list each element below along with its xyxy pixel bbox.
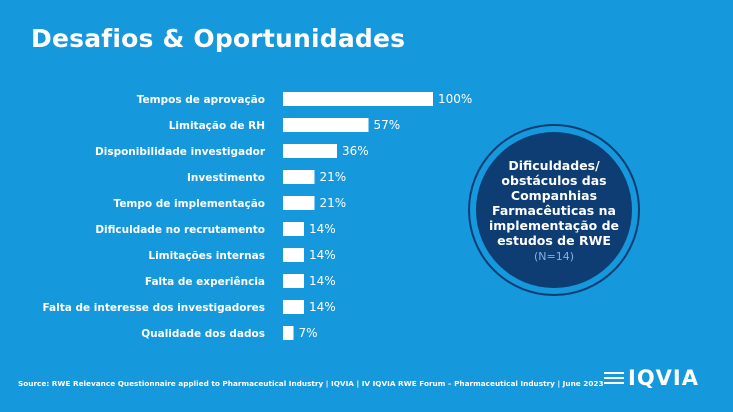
value-label: 21% bbox=[320, 196, 347, 210]
category-label: Tempos de aprovação bbox=[137, 94, 265, 106]
category-label: Dificuldade no recrutamento bbox=[95, 224, 265, 236]
category-label: Investimento bbox=[187, 172, 265, 184]
category-label: Disponibilidade investigador bbox=[95, 146, 266, 158]
bar bbox=[283, 248, 304, 262]
bar bbox=[283, 118, 369, 132]
value-label: 36% bbox=[342, 144, 369, 158]
callout-text: Dificuldades/ obstáculos das Companhias … bbox=[488, 157, 620, 248]
callout-ring bbox=[468, 124, 640, 296]
category-label: Tempo de implementação bbox=[114, 198, 265, 210]
category-label: Limitação de RH bbox=[169, 120, 265, 132]
category-label: Falta de experiência bbox=[145, 276, 265, 288]
bar bbox=[283, 144, 337, 158]
bar bbox=[283, 300, 304, 314]
bar bbox=[283, 274, 304, 288]
value-label: 14% bbox=[309, 274, 336, 288]
category-label: Falta de interesse dos investigadores bbox=[42, 302, 265, 314]
slide-title: Desafios & Oportunidades bbox=[31, 24, 406, 53]
bar bbox=[283, 170, 315, 184]
bar bbox=[283, 196, 315, 210]
callout-circle: Dificuldades/ obstáculos das Companhias … bbox=[476, 132, 632, 288]
value-label: 21% bbox=[320, 170, 347, 184]
category-label: Limitações internas bbox=[148, 250, 265, 262]
value-label: 14% bbox=[309, 248, 336, 262]
footer-source: Source: RWE Relevance Questionnaire appl… bbox=[18, 379, 604, 388]
value-label: 100% bbox=[438, 92, 472, 106]
value-label: 7% bbox=[299, 326, 318, 340]
callout-sample-size: (N=14) bbox=[533, 249, 575, 263]
value-label: 14% bbox=[309, 222, 336, 236]
logo-wordmark: IQVIA bbox=[628, 366, 699, 390]
value-label: 14% bbox=[309, 300, 336, 314]
bar bbox=[283, 326, 294, 340]
bar bbox=[283, 92, 433, 106]
iqvia-logo: IQVIA bbox=[604, 366, 699, 390]
value-label: 57% bbox=[374, 118, 401, 132]
logo-lines-icon bbox=[604, 372, 624, 384]
category-label: Qualidade dos dados bbox=[141, 328, 265, 340]
bar bbox=[283, 222, 304, 236]
